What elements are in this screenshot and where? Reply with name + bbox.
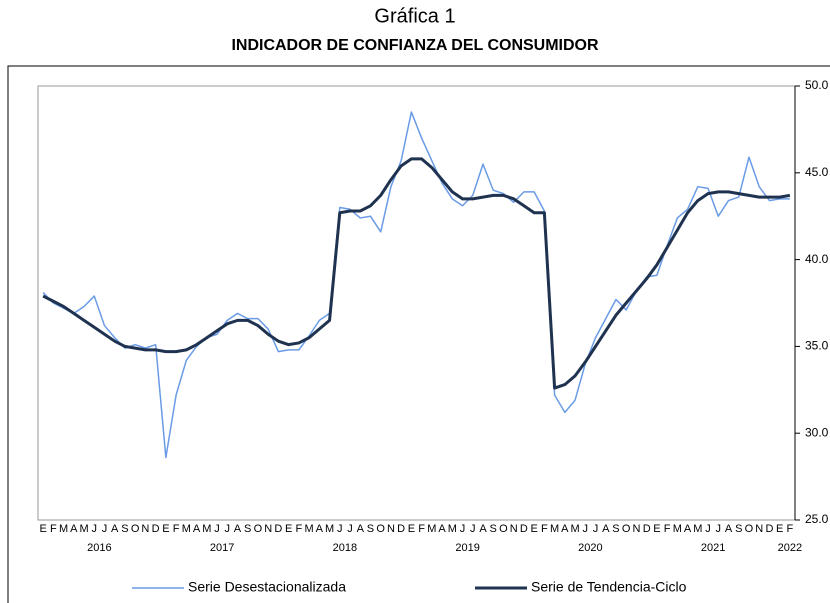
- x-tick-label: F: [173, 523, 180, 535]
- x-tick-label: S: [612, 523, 619, 535]
- y-tick-label: 25.0: [805, 512, 829, 526]
- plot-area: [37, 85, 796, 521]
- x-tick-label: M: [79, 523, 88, 535]
- x-tick-label: A: [70, 523, 78, 535]
- x-tick-label: M: [325, 523, 334, 535]
- x-tick-label: A: [357, 523, 365, 535]
- x-tick-label: M: [182, 523, 191, 535]
- x-tick-label: N: [141, 523, 149, 535]
- x-tick-label: A: [234, 523, 242, 535]
- year-label: 2016: [87, 542, 111, 554]
- legend-label: Serie de Tendencia-Ciclo: [531, 579, 687, 595]
- legend-label: Serie Desestacionalizada: [188, 579, 346, 595]
- x-tick-label: A: [438, 523, 446, 535]
- year-label: 2019: [455, 542, 479, 554]
- x-tick-label: E: [653, 523, 660, 535]
- x-tick-label: D: [520, 523, 528, 535]
- x-tick-label: J: [593, 523, 599, 535]
- x-tick-label: M: [570, 523, 579, 535]
- x-tick-label: A: [316, 523, 324, 535]
- x-tick-label: D: [274, 523, 282, 535]
- x-tick-label: A: [684, 523, 692, 535]
- x-tick-label: F: [418, 523, 425, 535]
- x-tick-label: O: [745, 523, 754, 535]
- x-tick-label: J: [92, 523, 98, 535]
- x-tick-label: O: [131, 523, 140, 535]
- x-tick-label: J: [716, 523, 722, 535]
- x-tick-label: O: [622, 523, 631, 535]
- x-tick-label: J: [470, 523, 476, 535]
- series-line: [42, 157, 791, 390]
- x-tick-label: J: [460, 523, 466, 535]
- x-tick-label: O: [254, 523, 263, 535]
- x-tick-label: N: [510, 523, 518, 535]
- x-tick-label: D: [397, 523, 405, 535]
- x-tick-label: S: [735, 523, 742, 535]
- x-tick-label: F: [664, 523, 671, 535]
- x-tick-label: N: [264, 523, 272, 535]
- x-tick-label: S: [244, 523, 251, 535]
- x-tick-label: D: [152, 523, 160, 535]
- x-tick-label: A: [479, 523, 487, 535]
- y-tick-label: 50.0: [805, 78, 829, 92]
- x-tick-label: A: [602, 523, 610, 535]
- x-tick-label: F: [787, 523, 794, 535]
- year-label: 2021: [701, 542, 725, 554]
- chart-subtitle: INDICADOR DE CONFIANZA DEL CONSUMIDOR: [231, 37, 599, 54]
- x-tick-label: M: [550, 523, 559, 535]
- x-tick-label: N: [755, 523, 763, 535]
- x-tick-label: A: [561, 523, 569, 535]
- x-tick-label: N: [632, 523, 640, 535]
- chart-title: Gráfica 1: [374, 5, 455, 27]
- x-tick-label: E: [530, 523, 537, 535]
- year-label: 2020: [578, 542, 602, 554]
- x-tick-label: J: [583, 523, 589, 535]
- x-tick-label: E: [39, 523, 46, 535]
- x-tick-label: A: [111, 523, 119, 535]
- x-tick-label: D: [643, 523, 651, 535]
- x-tick-label: N: [387, 523, 395, 535]
- x-tick-label: M: [305, 523, 314, 535]
- x-tick-label: M: [59, 523, 68, 535]
- x-tick-label: M: [448, 523, 457, 535]
- x-tick-label: J: [337, 523, 343, 535]
- year-label: 2018: [333, 542, 357, 554]
- x-tick-label: J: [705, 523, 711, 535]
- x-tick-label: S: [490, 523, 497, 535]
- x-tick-label: M: [693, 523, 702, 535]
- x-tick-label: J: [102, 523, 108, 535]
- x-tick-label: D: [765, 523, 773, 535]
- x-tick-label: O: [499, 523, 508, 535]
- x-tick-label: E: [776, 523, 783, 535]
- x-tick-label: J: [347, 523, 353, 535]
- chart-frame: [7, 65, 830, 603]
- x-tick-label: J: [225, 523, 231, 535]
- x-tick-label: A: [725, 523, 733, 535]
- x-tick-label: O: [376, 523, 385, 535]
- y-tick-label: 40.0: [805, 252, 829, 266]
- x-tick-label: J: [214, 523, 220, 535]
- x-tick-label: F: [541, 523, 548, 535]
- y-tick-label: 35.0: [805, 339, 829, 353]
- x-tick-label: E: [285, 523, 292, 535]
- year-label: 2022: [778, 542, 802, 554]
- series-line: [42, 111, 790, 459]
- x-tick-label: F: [295, 523, 302, 535]
- x-tick-label: S: [367, 523, 374, 535]
- x-tick-label: F: [50, 523, 57, 535]
- x-tick-label: S: [121, 523, 128, 535]
- y-tick-label: 45.0: [805, 165, 829, 179]
- x-tick-label: M: [673, 523, 682, 535]
- x-tick-label: M: [427, 523, 436, 535]
- x-tick-label: E: [162, 523, 169, 535]
- x-tick-label: M: [202, 523, 211, 535]
- year-label: 2017: [210, 542, 234, 554]
- x-tick-label: E: [408, 523, 415, 535]
- x-tick-label: A: [193, 523, 201, 535]
- y-tick-label: 30.0: [805, 425, 829, 439]
